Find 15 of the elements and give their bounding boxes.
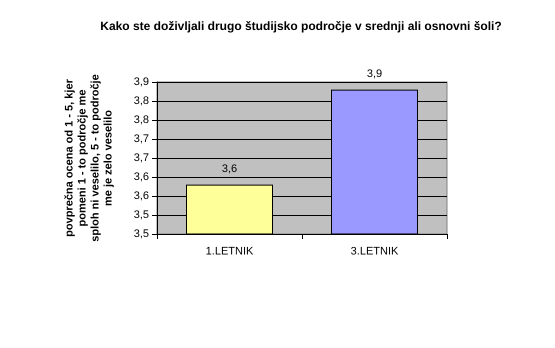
y-tick-label: 3,8 (134, 95, 149, 107)
chart-title: Kako ste doživljali drugo študijsko področje v srednji ali osnovni šoli? (100, 19, 502, 33)
y-axis-title: povprečna ocena od 1 - 5, kjer pomeni 1 - to področje me sploh ni veselilo, 5 - to področje me je zelo veselilo (64, 74, 114, 242)
data-label: 3,6 (222, 163, 238, 176)
y-tick-label: 3,8 (134, 114, 149, 126)
y-tick-label: 3,7 (134, 133, 149, 145)
y-tick-label: 3,5 (134, 228, 149, 240)
y-tick-label: 3,5 (134, 209, 149, 221)
data-label: 3,9 (366, 68, 382, 80)
y-tick-label: 3,7 (134, 152, 149, 164)
x-tick-label: 1.LETNIK (206, 246, 254, 258)
y-tick-label: 3,6 (134, 171, 149, 183)
y-tick-label: 3,9 (134, 76, 149, 88)
y-tick-label: 3,6 (134, 190, 149, 202)
x-tick-label: 3.LETNIK (350, 246, 400, 258)
